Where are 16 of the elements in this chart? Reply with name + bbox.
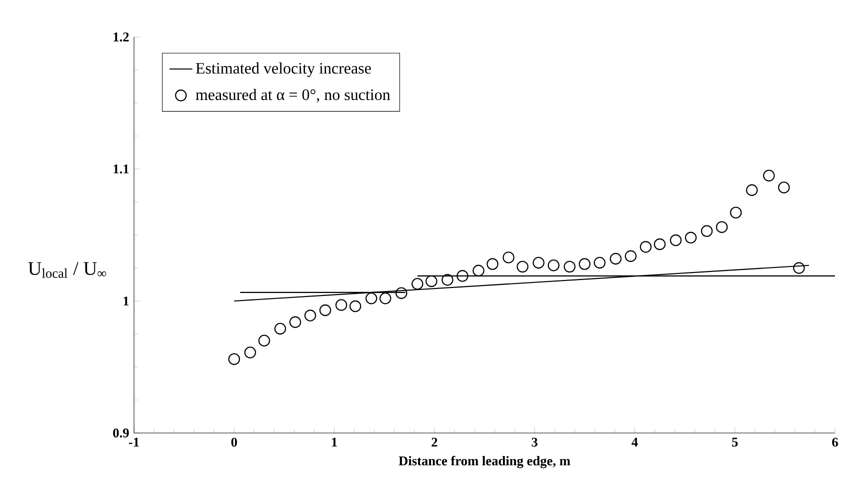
x-tick-label: 1 [332,438,337,447]
x-tick-label: 3 [532,438,538,447]
x-tick-label: 5 [732,438,738,447]
legend-label: measured at α = 0°, no suction [196,88,390,102]
y-tick-label: 1.2 [114,32,129,42]
x-tick-label: 6 [832,438,838,447]
x-tick-label: -1 [128,438,139,447]
y-tick-label: 1.1 [114,164,129,174]
legend-label: Estimated velocity increase [196,62,371,77]
x-tick-label: 4 [632,438,638,446]
x-tick-label: 2 [432,438,438,447]
y-tick-label: 0.9 [113,428,129,438]
x-axis-title: Distance from leading edge, m [398,456,570,468]
x-tick-label: 0 [231,438,237,447]
y-axis-title: U$_{local}$ / U$_{∞}$ [28,262,106,278]
y-tick-label: 1 [124,296,129,306]
